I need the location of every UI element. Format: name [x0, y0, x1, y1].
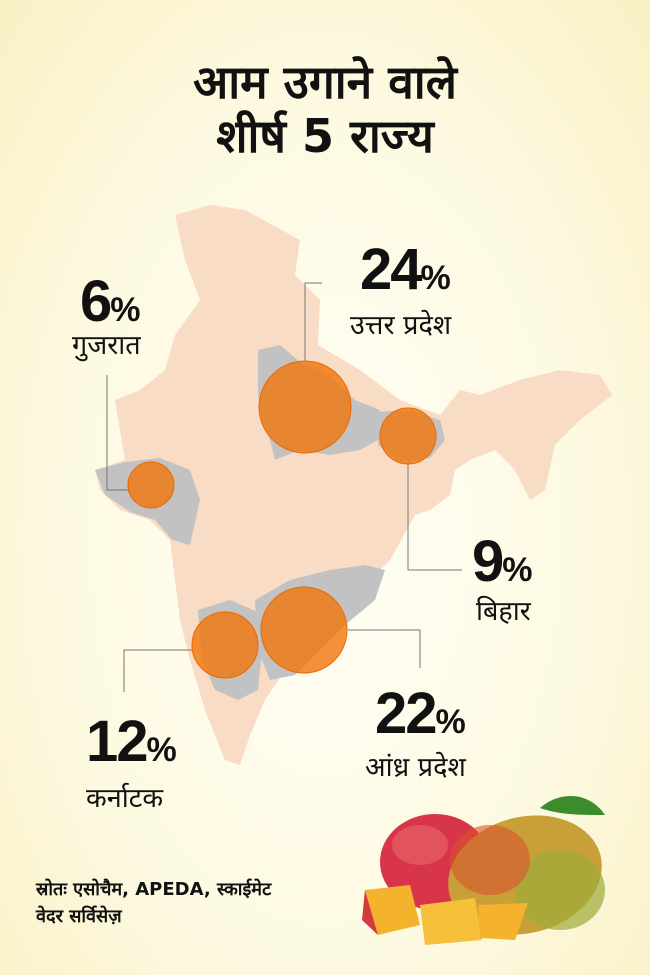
leader-line-bihar [407, 462, 462, 571]
source-line-2: वेदर सर्विसेज़ [36, 906, 122, 927]
label-karnataka: कर्नाटक [86, 783, 164, 814]
value-karnataka: 12% [86, 709, 177, 774]
value-uttar-pradesh: 24% [360, 237, 451, 302]
value-andhra-pradesh: 22% [375, 681, 466, 746]
bubble-gujarat [127, 461, 175, 509]
bubble-bihar [379, 407, 437, 465]
title-line-2: शीर्ष 5 राज्य [216, 109, 434, 163]
label-uttar-pradesh: उत्तर प्रदेश [350, 310, 452, 341]
title-line-1: आम उगाने वाले [193, 55, 457, 109]
value-bihar: 9% [472, 529, 533, 594]
label-gujarat: गुजरात [72, 330, 141, 361]
leader-line-up [304, 282, 322, 362]
value-gujarat: 6% [80, 269, 141, 334]
source-note: स्रोतः एसोचैम, APEDA, स्काईमेट वेदर सर्व… [36, 876, 271, 930]
mango-illustration [362, 795, 605, 945]
label-andhra-pradesh: आंध्र प्रदेश [365, 752, 466, 783]
label-bihar: बिहार [476, 596, 531, 627]
bubble-karnataka [191, 611, 259, 679]
leader-line-gujarat [106, 375, 130, 491]
leader-line-andhra [348, 629, 421, 668]
bubble-andhra-pradesh [260, 586, 348, 674]
source-line-1: स्रोतः एसोचैम, APEDA, स्काईमेट [36, 879, 272, 900]
page-title: आम उगाने वाले शीर्ष 5 राज्य [0, 55, 650, 163]
bubble-uttar-pradesh [258, 360, 352, 454]
leader-line-karnataka [123, 649, 192, 692]
